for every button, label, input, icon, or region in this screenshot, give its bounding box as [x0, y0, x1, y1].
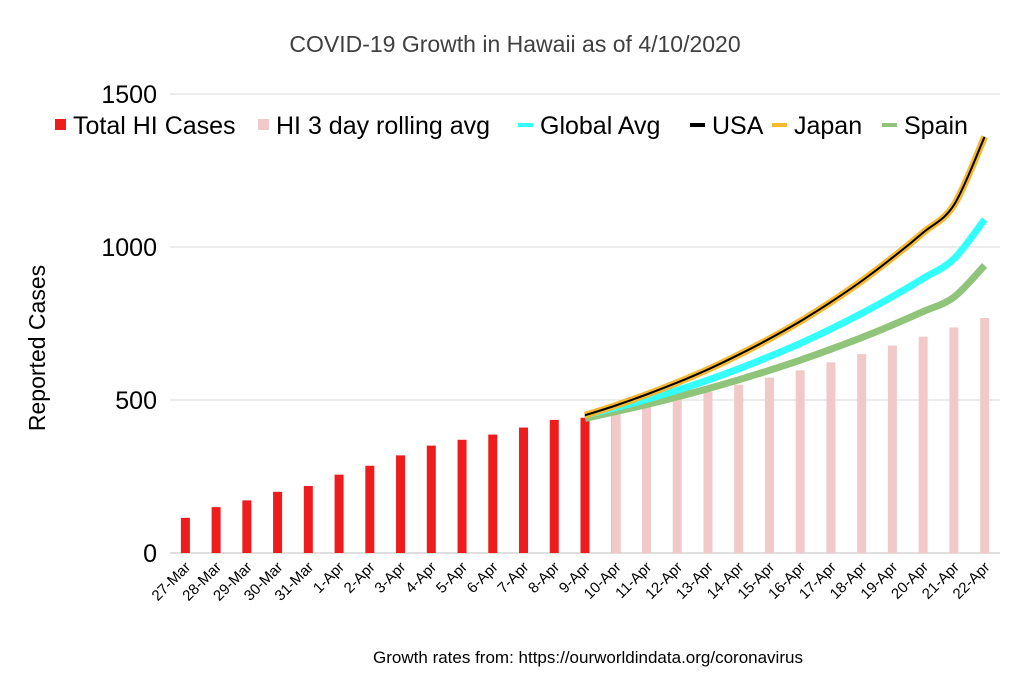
legend-label: Total HI Cases	[73, 112, 236, 140]
legend-label: Japan	[794, 112, 862, 140]
bar	[857, 354, 867, 553]
bar	[549, 419, 559, 553]
bar	[334, 474, 344, 553]
x-tick-label: 4-Apr	[402, 559, 440, 597]
legend: Total HI Cases HI 3 day rolling avg Global…	[55, 112, 968, 140]
y-tick-layer: 0 500 1000 1500	[101, 81, 157, 568]
source-note: Growth rates from: https://ourworldindat…	[373, 648, 803, 667]
bar	[519, 427, 529, 553]
x-tick-label: 6-Apr	[464, 559, 502, 597]
legend-label: Spain	[904, 112, 968, 140]
y-tick-label: 500	[115, 387, 157, 415]
series-line	[584, 217, 988, 419]
bar	[426, 445, 436, 553]
legend-marker	[55, 119, 66, 130]
y-tick-label: 1000	[101, 234, 157, 262]
x-tick-label: 3-Apr	[371, 559, 409, 597]
legend-marker	[690, 123, 705, 127]
y-tick-label: 1500	[101, 81, 157, 109]
line-layer	[583, 135, 988, 422]
bar	[949, 327, 959, 553]
bar	[457, 439, 467, 553]
legend-marker	[882, 123, 897, 127]
bar	[211, 507, 221, 553]
bar	[180, 517, 190, 553]
bar	[795, 370, 805, 553]
x-tick-label: 2-Apr	[341, 559, 379, 597]
bar	[611, 410, 621, 553]
bar	[918, 336, 928, 553]
bar	[672, 398, 682, 553]
legend-marker	[518, 123, 533, 127]
bar	[980, 317, 990, 553]
bar	[703, 391, 713, 553]
series-line	[584, 136, 986, 417]
x-tick-label: 1-Apr	[310, 559, 348, 597]
bar	[273, 491, 283, 553]
y-axis-label: Reported Cases	[24, 265, 50, 431]
legend-marker	[258, 119, 269, 130]
series-line	[584, 262, 988, 422]
bar	[488, 434, 498, 553]
bar	[764, 377, 774, 553]
bar	[641, 404, 651, 553]
legend-label: HI 3 day rolling avg	[276, 112, 490, 140]
x-tick-label: 8-Apr	[525, 559, 563, 597]
bar	[396, 455, 406, 553]
y-tick-label: 0	[143, 540, 157, 568]
legend-label: Global Avg	[540, 112, 660, 140]
legend-label: USA	[712, 112, 764, 140]
bar	[365, 465, 375, 553]
bar-layer	[180, 317, 990, 553]
bar	[887, 345, 897, 553]
x-tick-layer: 27-Mar28-Mar29-Mar30-Mar31-Mar1-Apr2-Apr…	[149, 559, 994, 605]
bar	[580, 417, 590, 553]
bar	[242, 500, 252, 553]
bar	[303, 485, 313, 553]
x-tick-label: 7-Apr	[494, 559, 532, 597]
bar	[734, 384, 744, 553]
legend-marker	[772, 123, 787, 127]
bar	[826, 362, 836, 553]
chart-title: COVID-19 Growth in Hawaii as of 4/10/202…	[289, 31, 740, 57]
x-tick-label: 5-Apr	[433, 559, 471, 597]
